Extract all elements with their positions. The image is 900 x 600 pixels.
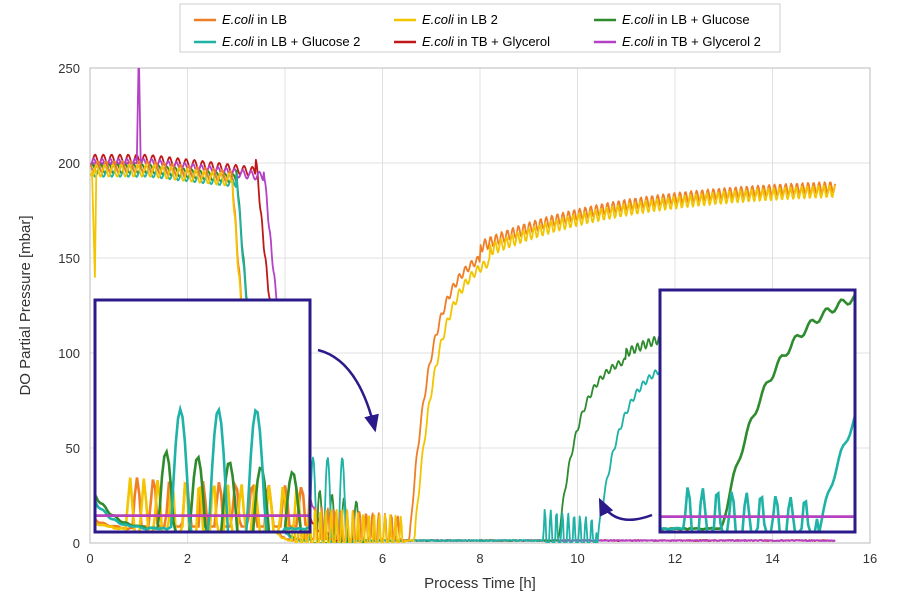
- legend-label: E.coli in LB 2: [422, 12, 498, 27]
- legend-label: E.coli in LB: [222, 12, 287, 27]
- svg-text:4: 4: [281, 551, 288, 566]
- svg-text:250: 250: [58, 61, 80, 76]
- y-axis-title: DO Partial Pressure [mbar]: [17, 215, 34, 395]
- svg-text:16: 16: [863, 551, 877, 566]
- legend-label: E.coli in LB + Glucose 2: [222, 34, 360, 49]
- svg-text:50: 50: [66, 441, 80, 456]
- legend: E.coli in LB E.coli in LB 2 E.coli in LB +…: [180, 4, 780, 52]
- svg-text:8: 8: [476, 551, 483, 566]
- svg-text:10: 10: [570, 551, 584, 566]
- svg-text:6: 6: [379, 551, 386, 566]
- svg-text:12: 12: [668, 551, 682, 566]
- svg-text:2: 2: [184, 551, 191, 566]
- svg-text:100: 100: [58, 346, 80, 361]
- svg-text:200: 200: [58, 156, 80, 171]
- svg-text:0: 0: [86, 551, 93, 566]
- legend-label: E.coli in TB + Glycerol: [422, 34, 550, 49]
- svg-text:0: 0: [73, 536, 80, 551]
- x-axis-title: Process Time [h]: [424, 575, 536, 592]
- legend-label: E.coli in LB + Glucose: [622, 12, 750, 27]
- svg-text:14: 14: [765, 551, 779, 566]
- inset-group: [71, 300, 335, 532]
- svg-text:150: 150: [58, 251, 80, 266]
- legend-label: E.coli in TB + Glycerol 2: [622, 34, 761, 49]
- inset-group: [637, 288, 878, 533]
- inset-arrow: [318, 350, 375, 430]
- inset-arrow: [600, 500, 652, 520]
